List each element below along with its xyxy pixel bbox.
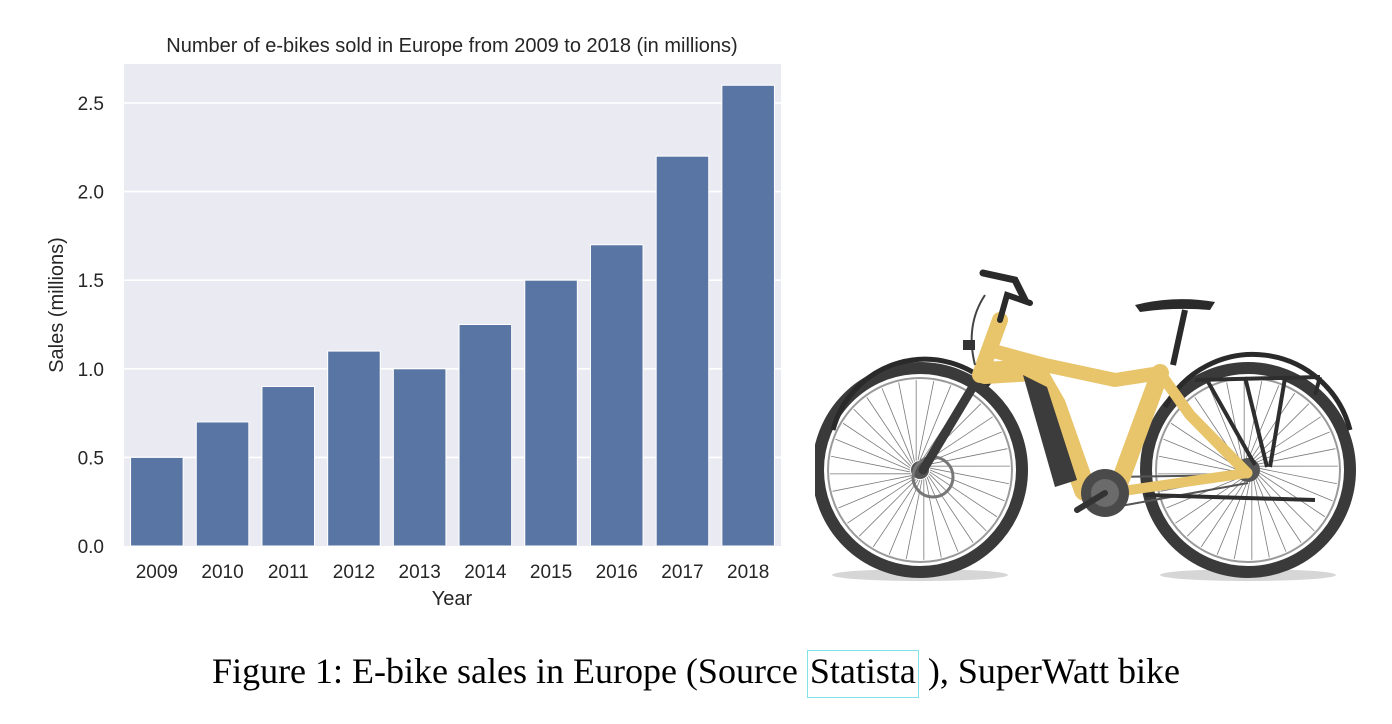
x-tick-label: 2012 (333, 562, 375, 583)
spoke (1257, 469, 1333, 502)
spoke (1166, 476, 1242, 509)
x-tick-label: 2010 (201, 562, 243, 583)
spoke (928, 448, 1008, 465)
y-tick-label: 0.5 (78, 448, 104, 469)
spoke (832, 475, 912, 492)
spoke (1200, 479, 1247, 548)
spoke (927, 475, 974, 543)
spoke (838, 476, 914, 509)
spoke (898, 382, 915, 462)
spoke (1233, 479, 1251, 560)
y-tick-label: 2.0 (78, 183, 104, 204)
spoke (872, 479, 919, 548)
spoke (929, 469, 1005, 502)
bar-2011 (261, 386, 316, 547)
spoke (1255, 475, 1302, 543)
x-tick-labels: 2009 2010 2011 2012 2013 2014 2015 2016 2017 2018 (136, 562, 770, 583)
bars (130, 84, 775, 547)
spoke (842, 422, 911, 469)
spoke (1254, 476, 1287, 552)
x-tick-label: 2009 (136, 562, 178, 583)
spoke (1216, 479, 1249, 555)
spoke (830, 455, 911, 473)
bar-2010 (195, 421, 250, 547)
spoke (1209, 388, 1242, 464)
y-tick-label: 1.5 (78, 271, 104, 292)
spoke (1249, 392, 1296, 461)
x-tick-label: 2015 (530, 562, 572, 583)
spoke (1186, 478, 1245, 537)
bar-2013 (392, 368, 447, 547)
spoke (847, 477, 915, 524)
x-tick-label: 2018 (727, 562, 769, 583)
bar-2012 (327, 350, 381, 547)
spoke (1257, 471, 1326, 518)
y-tick-label: 0.0 (78, 537, 104, 558)
spoke (1170, 422, 1239, 469)
x-tick-label: 2016 (596, 562, 638, 583)
spoke (926, 476, 959, 552)
x-tick-label: 2013 (399, 562, 441, 583)
spoke (928, 473, 987, 532)
bike-photo (815, 269, 1356, 581)
caption-prefix: Figure 1: E-bike sales in Europe (Source (212, 651, 807, 691)
y-tick-label: 2.5 (78, 94, 104, 115)
bar-2014 (458, 323, 513, 547)
spoke (881, 388, 914, 464)
x-axis-label: Year (432, 588, 473, 610)
spoke (1256, 473, 1315, 532)
spoke (1254, 431, 1330, 464)
rear-wheel (1140, 362, 1356, 578)
spoke (929, 467, 1010, 485)
spoke (1247, 385, 1280, 461)
bar-2017 (655, 155, 710, 547)
spoke (919, 385, 952, 461)
y-axis-label: Sales (millions) (46, 237, 68, 373)
spoke (853, 408, 912, 467)
bar-chart: 0.00.51.01.52.02.5 2009 2010 2011 2012 2013 2… (46, 35, 781, 610)
spoke (917, 380, 935, 461)
bar-2015 (524, 279, 578, 547)
spoke (835, 438, 911, 471)
y-tick-labels: 0.0 0.5 1.0 1.5 2.0 2.5 (78, 94, 104, 558)
statista-citation-link[interactable]: Statista (806, 650, 919, 698)
spoke (929, 471, 998, 518)
spoke (888, 479, 921, 555)
spoke (1226, 382, 1243, 462)
spoke (925, 478, 942, 558)
bar-2009 (130, 456, 184, 547)
spoke (866, 397, 913, 465)
figure-caption: Figure 1: E-bike sales in Europe (Source… (0, 650, 1392, 698)
bar-2016 (589, 244, 644, 547)
x-tick-label: 2011 (268, 562, 309, 583)
caption-suffix: ), SuperWatt bike (918, 651, 1180, 691)
spoke (858, 478, 917, 537)
bar-2018 (721, 84, 775, 547)
y-tick-label: 1.0 (78, 360, 104, 381)
x-tick-label: 2017 (661, 562, 703, 583)
x-tick-label: 2014 (464, 562, 507, 583)
spoke (1256, 448, 1336, 465)
spoke (1253, 478, 1270, 558)
chart-title: Number of e-bikes sold in Europe from 20… (166, 35, 737, 57)
spoke (1163, 438, 1239, 471)
spoke (1257, 467, 1338, 485)
spoke (1158, 455, 1239, 473)
